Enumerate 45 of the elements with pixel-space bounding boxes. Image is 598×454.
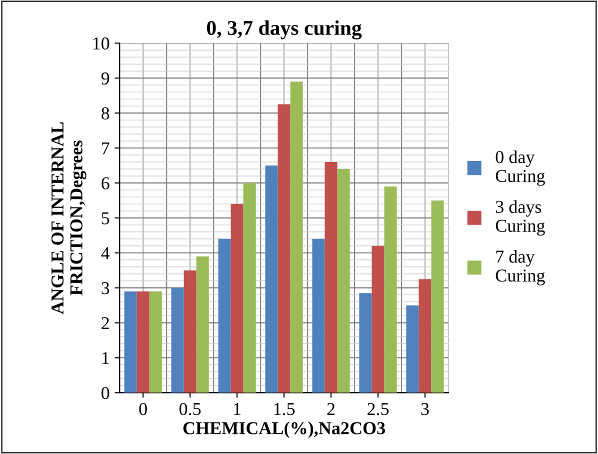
- y-tick-label: 3: [102, 282, 110, 294]
- bar: [431, 200, 444, 393]
- chart-title: 0, 3,7 days curing: [207, 20, 362, 40]
- bar: [230, 204, 244, 393]
- bar: [372, 246, 384, 393]
- bar: [124, 291, 137, 393]
- bar: [312, 238, 325, 393]
- bar: [406, 305, 419, 393]
- y-tick-label: 9: [101, 72, 110, 85]
- bar: [243, 182, 256, 393]
- y-tick-label: 0: [102, 386, 110, 400]
- bar: [149, 291, 162, 393]
- x-tick-label: 2: [327, 403, 335, 415]
- bar: [136, 291, 150, 393]
- bar: [278, 104, 290, 393]
- bar: [384, 186, 397, 393]
- bar: [171, 288, 184, 393]
- bar: [265, 165, 278, 393]
- legend-label: 3 days Curing: [496, 200, 545, 236]
- x-tick-label: 1: [234, 403, 240, 415]
- y-tick-label: 6: [102, 177, 110, 190]
- y-tick-label: 8: [102, 107, 110, 120]
- legend-label: 7 day Curing: [496, 250, 545, 286]
- bar: [324, 162, 338, 393]
- y-tick-label: 5: [102, 212, 110, 224]
- bar: [290, 82, 303, 393]
- x-tick-label: 2.5: [368, 403, 389, 416]
- bar: [184, 270, 196, 393]
- x-tick-label: 1.5: [274, 403, 295, 416]
- y-tick-label: 4: [101, 247, 110, 260]
- y-tick-label: 2: [102, 317, 109, 330]
- y-tick-label: 7: [102, 142, 110, 154]
- bar: [218, 238, 231, 393]
- x-axis-title: CHEMICAL(%),Na2CO3: [183, 422, 385, 438]
- y-tick-label: 1: [102, 352, 109, 364]
- legend-label: 0 day Curing: [496, 150, 545, 186]
- x-tick-label: 0.5: [179, 402, 201, 416]
- y-tick-label: 10: [93, 37, 110, 50]
- bar: [359, 293, 372, 393]
- x-tick-label: 3: [421, 403, 429, 416]
- bar: [337, 168, 350, 393]
- bar: [196, 256, 209, 393]
- x-tick-label: 0: [139, 402, 147, 416]
- bar: [418, 279, 432, 393]
- y-axis-title: ANGLE OF INTERNAL FRICTION,Degrees: [51, 122, 86, 314]
